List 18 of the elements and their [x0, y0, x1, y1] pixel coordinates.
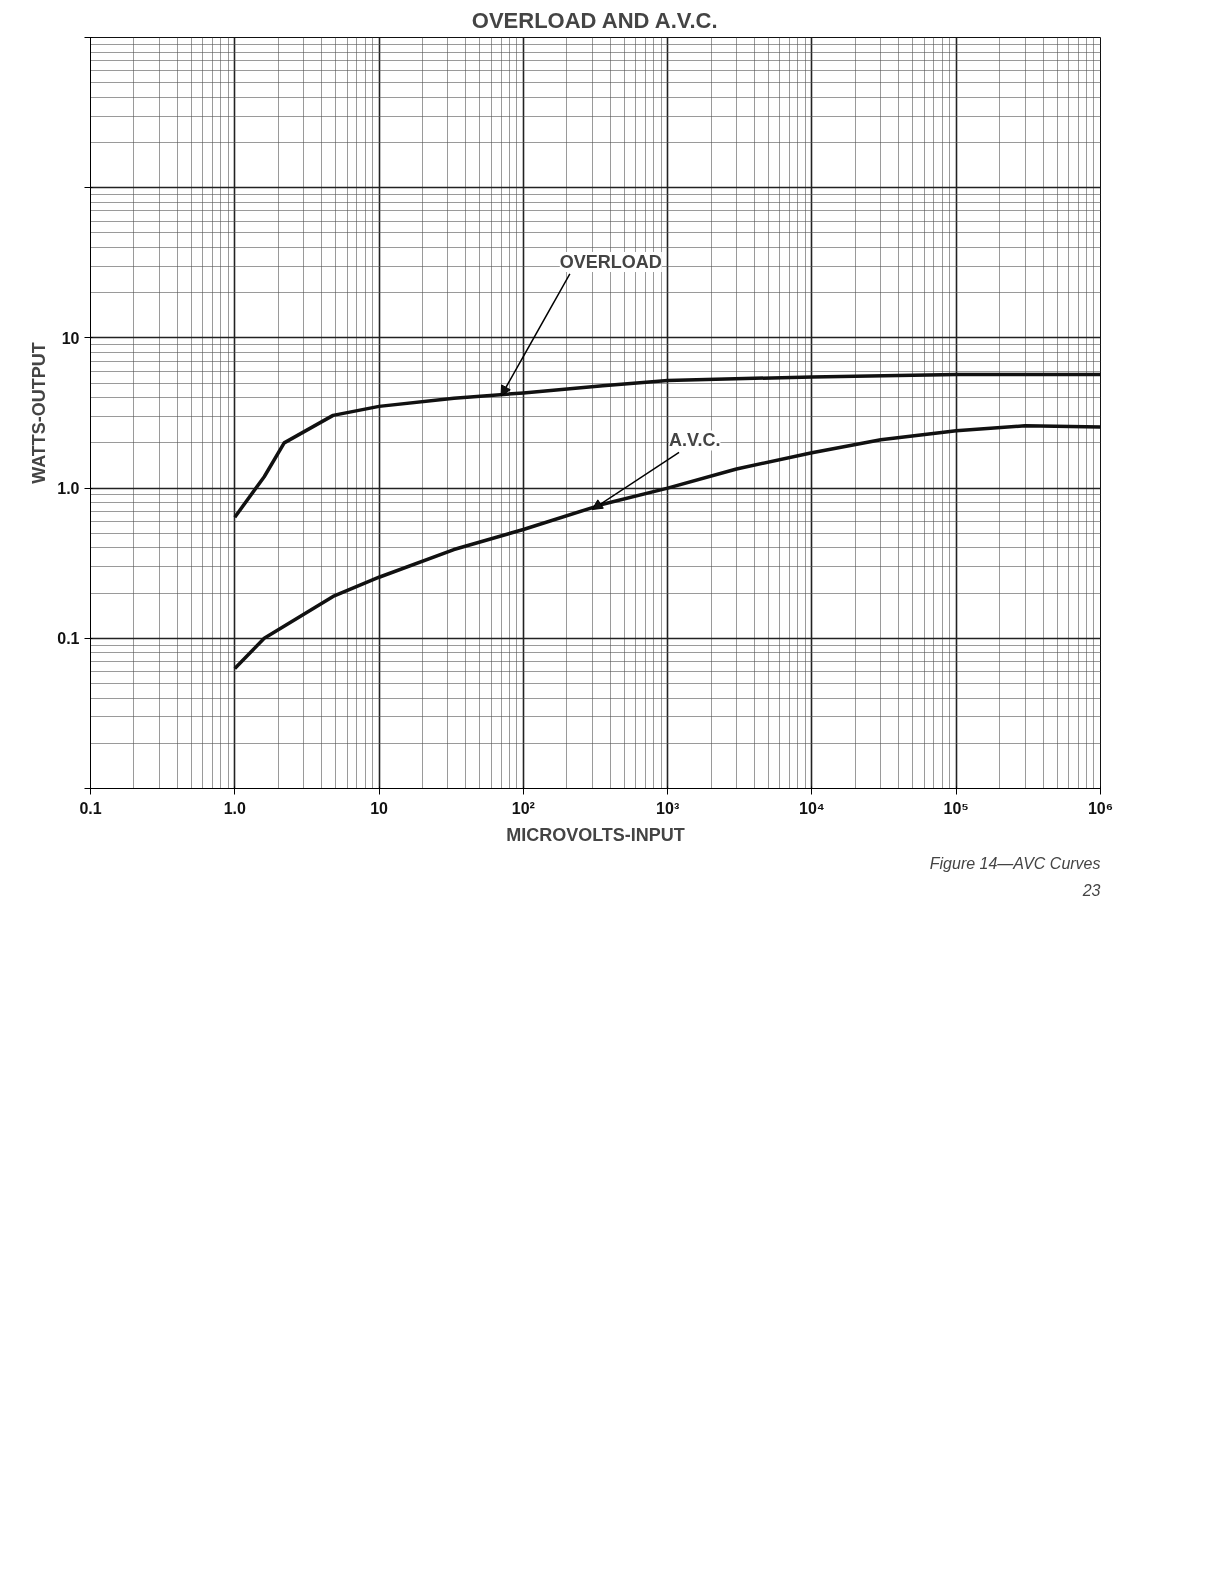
caption: Figure 14—AVC Curves — [929, 854, 1101, 872]
annotation: OVERLOAD — [559, 251, 662, 272]
x-tick-label: 10⁶ — [1087, 799, 1114, 817]
chart-title: OVERLOAD AND A.V.C. — [471, 7, 718, 33]
x-tick-label: 10⁴ — [799, 799, 825, 817]
y-axis-title: WATTS-OUTPUT — [29, 342, 50, 484]
x-tick-label: 1.0 — [223, 799, 247, 817]
x-tick-label: 10⁵ — [943, 799, 969, 817]
x-tick-label: 0.1 — [79, 799, 102, 817]
text: 23 — [1081, 881, 1101, 899]
x-tick-label: 10 — [370, 799, 389, 817]
annotation: A.V.C. — [669, 430, 721, 451]
x-axis-title: MICROVOLTS-INPUT — [506, 824, 685, 845]
y-tick-label: 1.0 — [57, 480, 80, 498]
y-tick-label: 10 — [61, 329, 80, 347]
x-tick-label: 10² — [511, 799, 535, 817]
x-tick-label: 10³ — [656, 799, 680, 817]
y-tick-label: 0.1 — [57, 630, 80, 648]
